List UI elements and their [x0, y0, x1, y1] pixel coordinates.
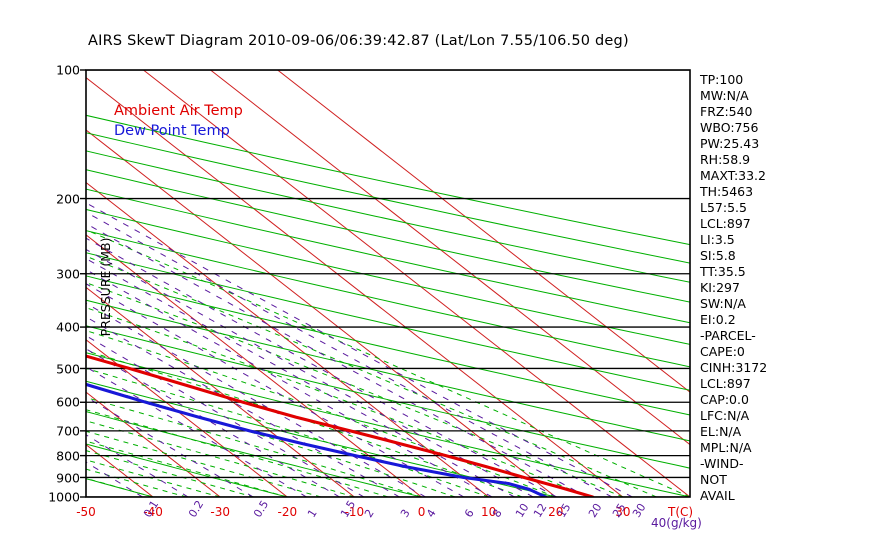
info-item-th: TH:5463	[700, 184, 754, 199]
info-item-sw: SW:N/A	[700, 296, 746, 311]
info-item-si: SI:5.8	[700, 248, 736, 263]
dewpoint-trace	[86, 382, 548, 497]
info-item-wbo: WBO:756	[700, 120, 759, 135]
info-item-ki: KI:297	[700, 280, 740, 295]
bottom-temperature-tick--30: -30	[210, 505, 230, 519]
info-item-li: LI:3.5	[700, 232, 735, 247]
bottom-temperature-tick-30: 30	[615, 505, 631, 519]
page-title: AIRS SkewT Diagram 2010-09-06/06:39:42.8…	[88, 33, 629, 49]
legend-dewpoint-label: Dew Point Temp	[114, 123, 230, 139]
mixing-ratio-axis-unit-label: 40(g/kg)	[651, 516, 702, 530]
pressure-tick-200: 200	[56, 191, 80, 206]
pressure-tick-400: 400	[56, 319, 80, 335]
info-item-lcl: LCL:897	[700, 216, 751, 231]
info-item-maxt: MAXT:33.2	[700, 168, 766, 183]
info-item-cinh: CINH:3172	[700, 360, 768, 375]
info-item-tt: TT:35.5	[700, 264, 746, 279]
bottom-temperature-tick--20: -20	[277, 505, 298, 519]
bottom-temperature-tick--50: -50	[76, 505, 96, 519]
temperature-axis-unit-label: T(C)	[668, 505, 694, 519]
pressure-tick-800: 800	[56, 448, 80, 464]
info-item-avail: AVAIL	[700, 488, 735, 503]
pressure-tick-700: 700	[56, 423, 80, 439]
pressure-tick-300: 300	[56, 266, 80, 282]
info-item-pw: PW:25.43	[700, 136, 760, 151]
bottom-temperature-tick--40: -40	[143, 505, 163, 519]
info-item-rh: RH:58.9	[700, 152, 751, 167]
pressure-axis-label: PRESSURE (MB)	[97, 237, 113, 337]
bottom-temperature-tick-0: 0	[417, 505, 426, 519]
info-item-tp: TP:100	[700, 72, 744, 87]
info-item-ei: EI:0.2	[700, 312, 736, 327]
pressure-tick-500: 500	[56, 361, 80, 376]
info-item-cap: CAP:0.0	[700, 392, 749, 407]
bottom-temperature-tick-20: 20	[548, 505, 564, 519]
pressure-tick-100: 100	[56, 62, 80, 78]
info-item-l57: L57:5.5	[700, 200, 747, 215]
info-item-cape: CAPE:0	[700, 344, 745, 359]
info-item-not: NOT	[700, 472, 727, 487]
info-item-wind: -WIND-	[700, 456, 744, 471]
pressure-tick-900: 900	[56, 470, 80, 485]
info-item-frz: FRZ:540	[700, 104, 753, 119]
info-item-lcl: LCL:897	[700, 376, 751, 391]
temperature-trace	[86, 354, 595, 497]
info-item-parcel: -PARCEL-	[700, 328, 756, 343]
bottom-temperature-tick--10: -10	[344, 505, 365, 519]
info-item-mpl: MPL:N/A	[700, 440, 752, 455]
legend-temperature-label: Ambient Air Temp	[114, 103, 243, 119]
bottom-temperature-tick-10: 10	[481, 505, 497, 519]
info-item-mw: MW:N/A	[700, 88, 749, 103]
info-item-lfc: LFC:N/A	[700, 408, 750, 423]
info-item-el: EL:N/A	[700, 424, 742, 439]
pressure-tick-1000: 1000	[48, 489, 80, 505]
pressure-tick-600: 600	[56, 394, 80, 410]
